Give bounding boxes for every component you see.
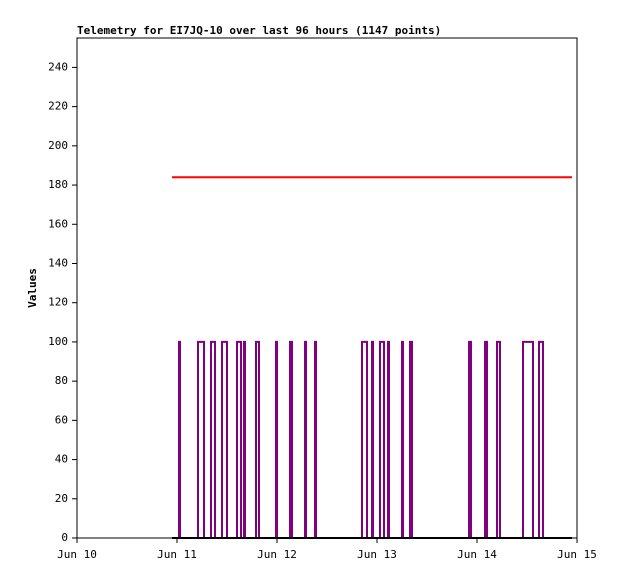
y-tick-label: 120 <box>48 296 68 309</box>
chart-title: Telemetry for EI7JQ-10 over last 96 hour… <box>77 24 441 37</box>
y-tick-label: 80 <box>55 374 68 387</box>
y-tick-label: 220 <box>48 100 68 113</box>
y-tick-label: 100 <box>48 335 68 348</box>
y-tick-label: 40 <box>55 453 68 466</box>
plot-frame <box>76 37 578 539</box>
y-tick-label: 180 <box>48 178 68 191</box>
x-tick-label: Jun 13 <box>357 548 397 561</box>
y-tick-label: 20 <box>55 492 68 505</box>
x-tick-label: Jun 10 <box>57 548 97 561</box>
y-tick-label: 200 <box>48 139 68 152</box>
x-tick-label: Jun 11 <box>157 548 197 561</box>
y-tick-label: 140 <box>48 256 68 269</box>
y-axis-label: Values <box>26 268 39 308</box>
y-tick-label: 0 <box>61 531 68 544</box>
x-tick-label: Jun 14 <box>457 548 497 561</box>
x-tick-label: Jun 12 <box>257 548 297 561</box>
y-tick-label: 60 <box>55 413 68 426</box>
series-line <box>172 340 572 539</box>
y-tick-label: 240 <box>48 60 68 73</box>
y-tick-label: 160 <box>48 217 68 230</box>
x-tick-label: Jun 15 <box>557 548 597 561</box>
